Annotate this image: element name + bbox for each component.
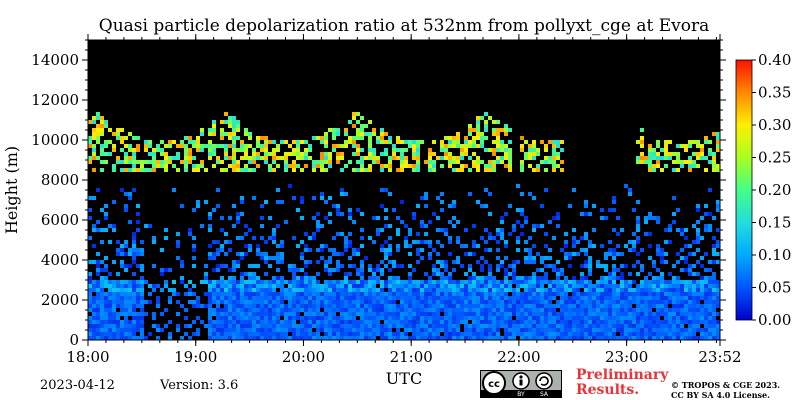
heatmap-cells — [88, 112, 720, 340]
colorbar-tick-label: 0.30 — [758, 116, 791, 134]
svg-text:cc: cc — [488, 379, 500, 390]
x-axis: 18:00 19:00 20:00 21:00 22:00 23:00 23:52 — [66, 34, 742, 366]
x-tick-label: 19:00 — [174, 348, 217, 366]
y-tick-label: 8000 — [41, 171, 79, 189]
x-tick-label: 18:00 — [66, 348, 109, 366]
x-axis-label: UTC — [386, 369, 422, 388]
y-tick-label: 14000 — [31, 51, 79, 69]
colorbar-tick-label: 0.25 — [758, 149, 791, 167]
colorbar-axis: 0.00 0.05 0.10 0.15 0.20 0.25 0.30 0.35 0.40 — [752, 51, 791, 329]
y-axis: 0 2000 4000 6000 8000 10000 12000 14000 — [31, 39, 726, 349]
y-tick-label: 12000 — [31, 91, 79, 109]
colorbar-tick-label: 0.00 — [758, 311, 791, 329]
colorbar-tick-label: 0.20 — [758, 181, 791, 199]
date-label: 2023-04-12 — [40, 378, 115, 393]
x-tick-label: 21:00 — [390, 348, 433, 366]
y-tick-label: 10000 — [31, 131, 79, 149]
colorbar-tick-label: 0.35 — [758, 84, 791, 102]
copyright-notice: © TROPOS & CGE 2023. CC BY SA 4.0 Licens… — [671, 380, 781, 400]
sa-icon — [535, 372, 553, 390]
cc-license-badge: cc BY SA — [480, 370, 562, 398]
version-label: Version: 3.6 — [160, 378, 239, 393]
colorbar-tick-label: 0.15 — [758, 214, 791, 232]
chart-title: Quasi particle depolarization ratio at 5… — [98, 16, 710, 36]
x-tick-label: 20:00 — [282, 348, 325, 366]
x-tick-label: 23:52 — [698, 348, 741, 366]
y-axis-label: Height (m) — [2, 146, 21, 234]
y-tick-label: 0 — [69, 331, 79, 349]
y-tick-label: 6000 — [41, 211, 79, 229]
x-tick-label: 22:00 — [497, 348, 540, 366]
svg-text:BY: BY — [517, 391, 525, 398]
colorbar-tick-label: 0.10 — [758, 246, 791, 264]
svg-text:SA: SA — [540, 391, 549, 398]
x-tick-label: 23:00 — [605, 348, 648, 366]
colorbar-tick-label: 0.40 — [758, 51, 791, 69]
y-tick-label: 2000 — [41, 291, 79, 309]
colorbar — [735, 59, 753, 321]
y-tick-label: 4000 — [41, 251, 79, 269]
colorbar-tick-label: 0.05 — [758, 279, 791, 297]
preliminary-notice: Preliminary Results. — [576, 367, 669, 398]
cc-icon — [482, 371, 506, 395]
